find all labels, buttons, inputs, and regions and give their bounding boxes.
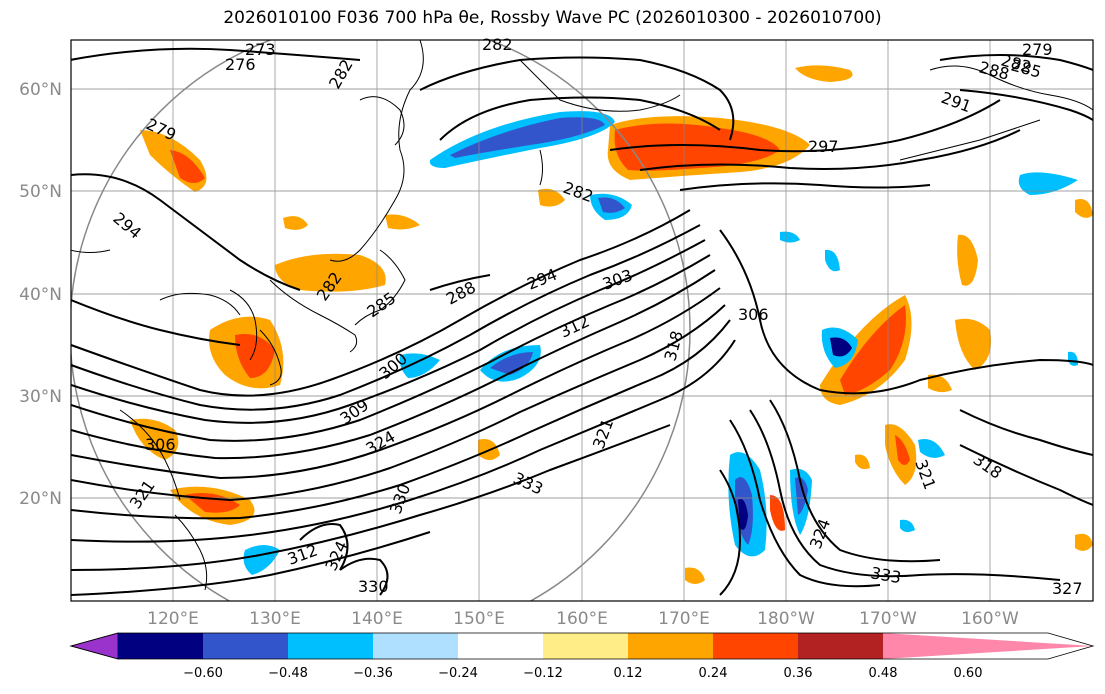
contour-label: 306 bbox=[145, 435, 176, 454]
lon-label: 160°W bbox=[961, 609, 1019, 629]
lon-label: 150°E bbox=[453, 609, 505, 629]
contour-label: 279 bbox=[1022, 40, 1053, 59]
colorbar-tick: 0.12 bbox=[614, 666, 643, 681]
contour-label: 306 bbox=[738, 305, 769, 324]
colorbar-tick: −0.24 bbox=[438, 666, 478, 681]
contour-label: 273 bbox=[245, 40, 276, 59]
contour-label: 297 bbox=[808, 137, 839, 156]
colorbar-segment bbox=[203, 633, 288, 659]
colorbar-tick: 0.24 bbox=[699, 666, 728, 681]
colorbar-tick: −0.48 bbox=[268, 666, 308, 681]
colorbar-segment bbox=[458, 633, 543, 659]
colorbar-tick: 0.36 bbox=[784, 666, 813, 681]
lon-label: 170°W bbox=[859, 609, 917, 629]
contour-label: 276 bbox=[225, 55, 256, 74]
chart-title: 2026010100 F036 700 hPa θe, Rossby Wave … bbox=[223, 8, 882, 28]
colorbar-tick: −0.36 bbox=[353, 666, 393, 681]
lat-label: 30°N bbox=[19, 387, 62, 407]
colorbar-extend-high bbox=[883, 633, 1093, 659]
lon-label: 160°E bbox=[556, 609, 608, 629]
lon-label: 130°E bbox=[249, 609, 301, 629]
lon-label: 180°W bbox=[757, 609, 815, 629]
colorbar-segment bbox=[628, 633, 713, 659]
theta-e-contours bbox=[71, 47, 1093, 596]
latitude-labels: 60°N 50°N 40°N 30°N 20°N bbox=[19, 80, 62, 509]
colorbar-segment bbox=[288, 633, 373, 659]
colorbar-outline bbox=[69, 632, 1095, 660]
longitude-labels: 120°E 130°E 140°E 150°E 160°E 170°E 180°… bbox=[147, 609, 1019, 629]
lon-label: 140°E bbox=[351, 609, 403, 629]
lat-label: 60°N bbox=[19, 80, 62, 100]
contour-label: 330 bbox=[358, 577, 389, 596]
reference-circle bbox=[71, 40, 691, 601]
colorbar-tick: 0.48 bbox=[869, 666, 898, 681]
colorbar-segment bbox=[798, 633, 883, 659]
colorbar-tick: −0.12 bbox=[523, 666, 563, 681]
colorbar-tick: −0.60 bbox=[183, 666, 223, 681]
lon-label: 170°E bbox=[658, 609, 710, 629]
colorbar-tick: 0.60 bbox=[954, 666, 983, 681]
plot-frame bbox=[70, 39, 1094, 602]
contour-label: 327 bbox=[1052, 579, 1083, 598]
colorbar-extend-low bbox=[69, 632, 119, 660]
colorbar-segment bbox=[118, 633, 203, 659]
colorbar-segment bbox=[713, 633, 798, 659]
colorbar: −0.60 −0.48 −0.36 −0.24 −0.12 0.12 0.24 … bbox=[69, 632, 1095, 681]
lat-label: 20°N bbox=[19, 489, 62, 509]
lon-label: 120°E bbox=[147, 609, 199, 629]
colorbar-segment bbox=[373, 633, 458, 659]
lat-label: 50°N bbox=[19, 182, 62, 202]
contour-label: 282 bbox=[482, 35, 513, 54]
colorbar-segment bbox=[543, 633, 628, 659]
lat-label: 40°N bbox=[19, 285, 62, 305]
